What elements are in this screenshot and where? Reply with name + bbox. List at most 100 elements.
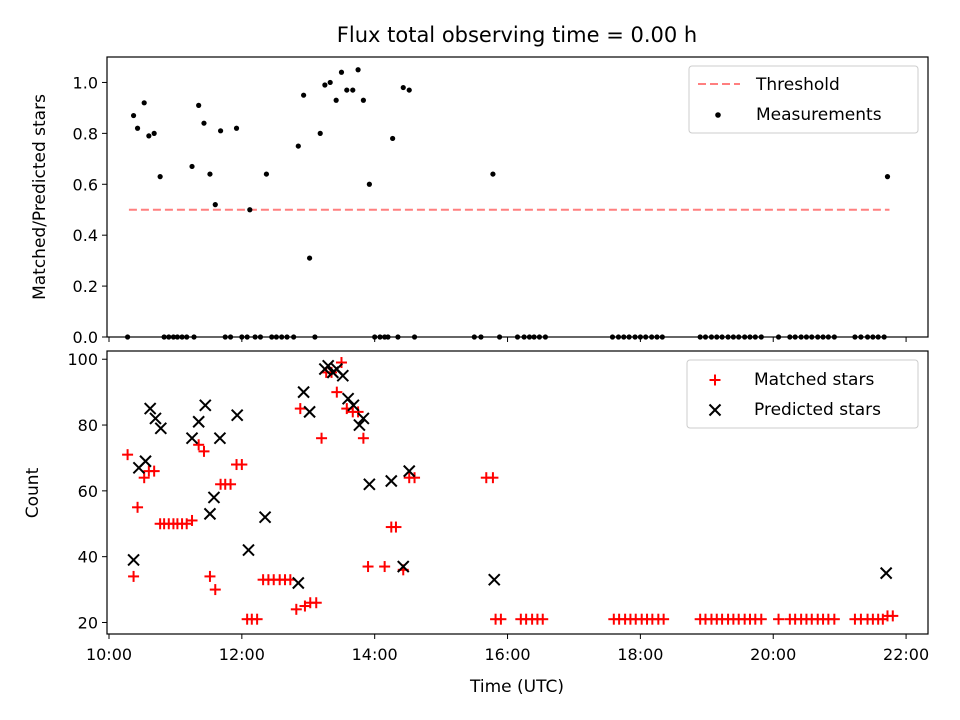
top-ytick-label: 1.0 bbox=[73, 73, 98, 92]
bottom-xtick-label: 12:00 bbox=[219, 645, 265, 664]
matched-star-point bbox=[658, 613, 670, 625]
predicted-star-point bbox=[397, 560, 410, 573]
measurement-point bbox=[322, 82, 328, 88]
legend-measurements-swatch bbox=[715, 112, 721, 118]
predicted-star-point bbox=[336, 369, 350, 382]
predicted-star-point bbox=[149, 412, 162, 425]
matched-star-point bbox=[122, 449, 134, 461]
predicted-star-point bbox=[488, 573, 501, 586]
measurement-point bbox=[157, 174, 163, 180]
predicted-star-point bbox=[203, 507, 217, 521]
measurement-point bbox=[344, 87, 350, 93]
bottom-xtick-labels: 10:00 12:00 14:00 16:00 18:00 20:00 22:00 bbox=[86, 634, 929, 664]
matched-star-point bbox=[755, 613, 767, 625]
matched-star-point bbox=[362, 561, 374, 573]
matched-star-point bbox=[186, 514, 198, 526]
measurement-point bbox=[263, 171, 270, 177]
legend-matched-swatch bbox=[709, 374, 721, 386]
predicted-star-point bbox=[292, 576, 305, 590]
predicted-star-point bbox=[879, 566, 893, 580]
top-ytick-label: 0.4 bbox=[73, 226, 98, 245]
matched-star-point bbox=[251, 613, 263, 625]
measurement-point bbox=[130, 112, 137, 119]
measurement-point bbox=[233, 125, 240, 131]
matched-star-point bbox=[537, 613, 549, 625]
matched-star-point bbox=[290, 603, 302, 615]
top-panel: 0.0 0.2 0.4 0.6 0.8 1.0 Matched/Predicted sta… bbox=[30, 56, 929, 347]
measurement-point bbox=[247, 207, 253, 213]
matched-star-point bbox=[773, 613, 785, 625]
matched-star-point bbox=[357, 432, 369, 444]
bottom-ytick-label: 80 bbox=[78, 416, 98, 435]
predicted-star-point bbox=[139, 455, 152, 468]
bottom-legend-box bbox=[686, 359, 919, 429]
measurement-point bbox=[400, 84, 406, 91]
predicted-star-point bbox=[143, 402, 157, 415]
matched-star-point bbox=[132, 501, 144, 513]
predicted-star-point bbox=[199, 399, 212, 412]
measurement-point bbox=[338, 69, 345, 75]
measurement-point bbox=[217, 128, 224, 134]
measurement-point bbox=[189, 163, 195, 170]
top-ytick-labels: 0.0 0.2 0.4 0.6 0.8 1.0 bbox=[73, 73, 907, 347]
bottom-xtick-label: 10:00 bbox=[86, 645, 132, 664]
matched-star-point bbox=[828, 613, 840, 625]
matched-star-point bbox=[310, 597, 322, 609]
predicted-star-point bbox=[192, 415, 205, 428]
matched-star-point bbox=[390, 521, 402, 533]
bottom-ytick-label: 40 bbox=[78, 548, 98, 567]
matched-star-point bbox=[193, 439, 205, 451]
top-ylabel: Matched/Predicted stars bbox=[30, 94, 50, 300]
bottom-axes-frame bbox=[106, 350, 929, 635]
predicted-star-point bbox=[363, 478, 376, 491]
matched-star-point bbox=[148, 465, 160, 477]
matched-star-point bbox=[225, 478, 237, 490]
predicted-star-point bbox=[230, 408, 244, 422]
matched-star-point bbox=[316, 432, 328, 444]
bottom-ylabel: Count bbox=[23, 467, 43, 518]
bottom-xtick-label: 22:00 bbox=[883, 645, 929, 664]
matched-star-point bbox=[128, 570, 140, 582]
measurement-point bbox=[212, 202, 218, 208]
legend-predicted-label: Predicted stars bbox=[754, 400, 881, 420]
bottom-xtick-label: 18:00 bbox=[617, 645, 663, 664]
predicted-star-point bbox=[242, 543, 255, 557]
measurement-point bbox=[134, 125, 141, 131]
measurement-point bbox=[317, 130, 323, 136]
matched-star-point bbox=[335, 357, 347, 369]
predicted-star-point bbox=[353, 418, 366, 432]
predicted-star-point bbox=[207, 491, 221, 504]
predicted-star-point bbox=[258, 510, 272, 524]
predicted-star-point bbox=[403, 464, 416, 478]
bottom-ytick-label: 20 bbox=[78, 613, 98, 632]
top-legend: Threshold Measurements bbox=[688, 65, 919, 134]
predicted-star-point bbox=[297, 385, 310, 399]
predicted-star-point bbox=[321, 359, 335, 373]
top-legend-box bbox=[688, 65, 919, 134]
top-axes-frame bbox=[106, 56, 929, 338]
matched-star-point bbox=[409, 472, 421, 484]
predicted-star-point bbox=[154, 422, 168, 435]
bottom-ytick-labels: 20 40 60 80 100 bbox=[67, 350, 107, 632]
top-ytick-label: 0.0 bbox=[73, 328, 98, 347]
legend-predicted-swatch bbox=[708, 403, 722, 417]
measurement-point bbox=[295, 143, 301, 149]
measurement-point bbox=[360, 97, 366, 103]
measurement-point bbox=[196, 102, 202, 108]
measurement-point bbox=[333, 97, 339, 103]
legend-threshold-label: Threshold bbox=[755, 75, 840, 95]
measurement-point bbox=[301, 92, 307, 98]
matched-star-point bbox=[294, 403, 306, 415]
top-ytick-label: 0.6 bbox=[73, 175, 98, 194]
matched-star-point bbox=[198, 445, 210, 457]
measurement-point bbox=[366, 181, 372, 187]
measurement-point bbox=[355, 67, 361, 73]
predicted-star-point bbox=[385, 474, 398, 488]
bottom-xtick-label: 16:00 bbox=[484, 645, 530, 664]
legend-measurements-label: Measurements bbox=[756, 105, 882, 125]
predicted-star-point bbox=[213, 431, 227, 445]
bottom-plot-content bbox=[122, 357, 899, 625]
matched-star-point bbox=[331, 386, 343, 398]
matched-star-point bbox=[887, 610, 899, 622]
